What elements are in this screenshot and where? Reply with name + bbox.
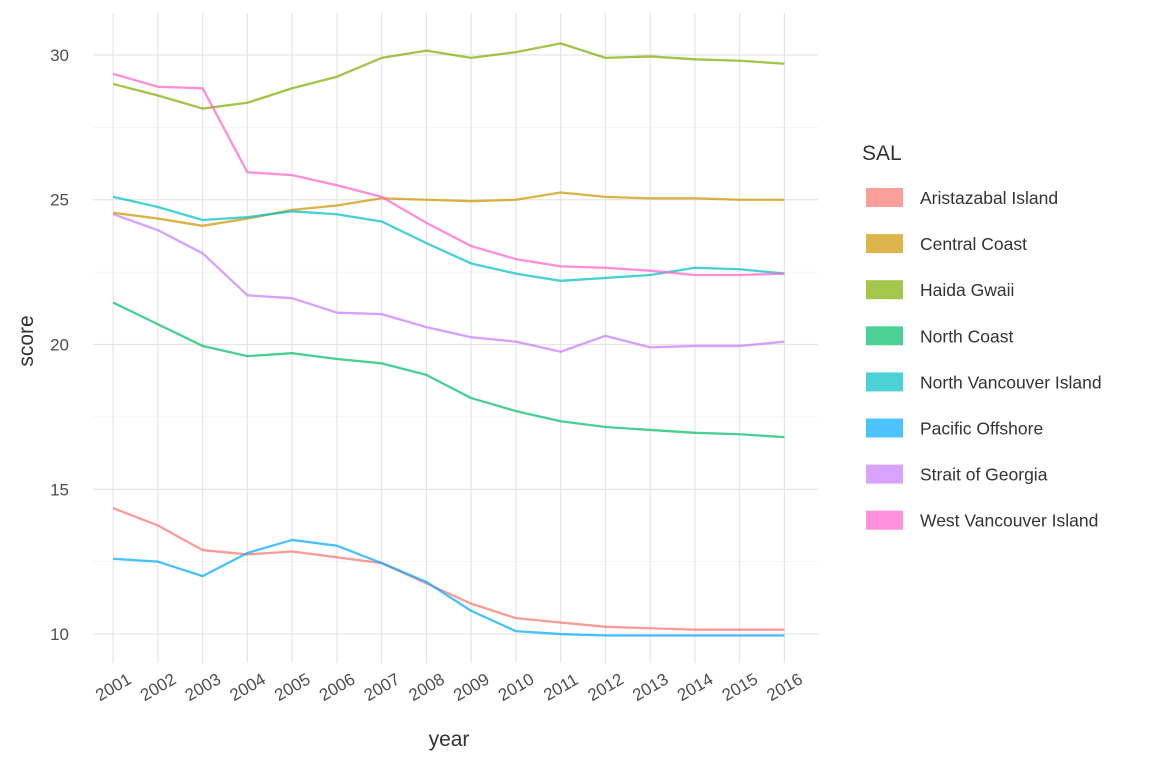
series-line-north-coast (112, 301, 785, 439)
y-tick-label: 20 (50, 336, 69, 355)
x-tick-label: 2015 (719, 670, 761, 705)
legend-key-west-vancouver-island (866, 510, 903, 530)
legend: SAL Aristazabal Island Central Coast Haida… (862, 142, 1102, 531)
x-tick-label: 2008 (406, 670, 448, 705)
legend-label: Aristazabal Island (920, 188, 1058, 208)
x-tick-label: 2011 (540, 670, 581, 705)
x-tick-label: 2007 (361, 670, 403, 705)
legend-label: Central Coast (920, 234, 1027, 254)
x-tick-label: 2014 (674, 670, 716, 705)
series-line-aristazabal-island (112, 507, 785, 631)
legend-key-north-coast (866, 326, 903, 346)
series-line-west-vancouver-island (112, 72, 785, 277)
x-tick-label: 2006 (316, 670, 358, 705)
grid-layer (93, 13, 818, 663)
x-tick-label: 2016 (764, 670, 806, 705)
x-axis-title: year (429, 728, 470, 751)
legend-label: Haida Gwaii (920, 280, 1014, 300)
x-tick-label: 2005 (271, 670, 313, 705)
series-line-central-coast (112, 191, 785, 227)
y-tick-label: 10 (50, 625, 69, 644)
series-line-north-vancouver-island (112, 195, 785, 282)
series-line-strait-of-georgia (112, 213, 785, 353)
legend-key-haida-gwaii (866, 280, 903, 300)
y-axis-title: score (15, 315, 38, 366)
x-tick-label: 2012 (585, 670, 627, 705)
legend-label: Strait of Georgia (920, 465, 1048, 485)
x-axis: 2001 2002 2003 2004 2005 2006 2007 2008 2009 2010… (92, 670, 806, 705)
y-tick-label: 15 (50, 480, 69, 499)
x-tick-label: 2009 (450, 670, 492, 705)
x-tick-label: 2002 (137, 670, 179, 705)
legend-label: West Vancouver Island (920, 511, 1098, 531)
series-line-pacific-offshore (113, 538, 785, 637)
legend-key-aristazabal-island (866, 188, 903, 207)
series-layer (112, 42, 785, 637)
legend-key-strait-of-georgia (866, 464, 903, 484)
x-tick-label: 2001 (92, 670, 134, 705)
y-axis: 10 15 20 25 30 (50, 46, 69, 644)
legend-label: North Vancouver Island (920, 372, 1102, 392)
y-tick-label: 30 (50, 46, 69, 65)
series-line-haida-gwaii (112, 42, 785, 110)
x-tick-label: 2013 (629, 670, 671, 705)
x-tick-label: 2004 (227, 670, 269, 705)
legend-key-pacific-offshore (866, 418, 903, 438)
x-tick-label: 2003 (182, 670, 224, 705)
legend-key-north-vancouver-island (866, 372, 903, 392)
legend-label: Pacific Offshore (920, 419, 1043, 439)
legend-label: North Coast (920, 326, 1014, 346)
legend-key-central-coast (866, 234, 903, 254)
x-tick-label: 2010 (495, 670, 537, 705)
legend-title: SAL (862, 142, 902, 165)
y-tick-label: 25 (50, 191, 69, 210)
